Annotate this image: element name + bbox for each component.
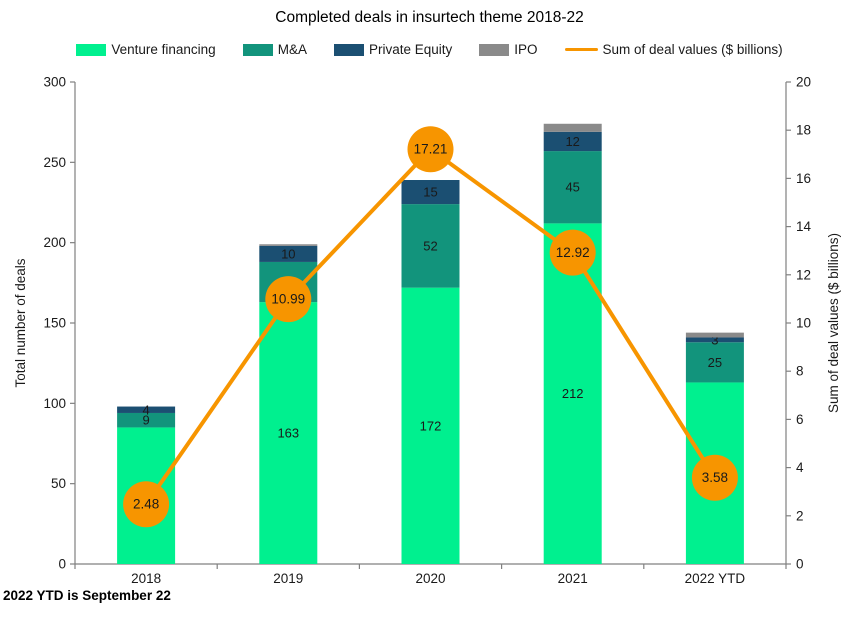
left-axis-tick-label: 100 (43, 396, 66, 411)
bar-ipo-2021 (543, 123, 602, 132)
bar-label-m-a-2020: 52 (423, 238, 437, 253)
legend-label: IPO (514, 42, 538, 57)
x-axis-category-label: 2018 (131, 571, 161, 586)
chart-title: Completed deals in insurtech theme 2018-… (275, 9, 584, 26)
right-axis-tick-label: 8 (796, 364, 804, 379)
bar-label-private-equity-2022-ytd: 3 (711, 332, 718, 347)
chart-legend: Venture financing M&A Private Equity IPO Sum… (0, 42, 859, 57)
deal-value-label-2019: 10.99 (271, 292, 305, 307)
legend-label: M&A (277, 42, 307, 57)
bar-label-m-a-2021: 45 (565, 180, 579, 195)
left-axis-tick-label: 250 (43, 155, 66, 170)
bar-private-equity-2021 (543, 131, 602, 152)
legend-swatch-ipo (479, 43, 510, 56)
deal-value-label-2020: 17.21 (414, 142, 448, 157)
legend-item-m-a: M&A (242, 42, 307, 57)
right-axis-tick-label: 20 (796, 75, 811, 90)
right-axis-title: Sum of deal values ($ billions) (826, 233, 841, 413)
deal-value-marker-2020 (407, 126, 454, 173)
legend-swatch-m-a (242, 43, 273, 56)
x-axis-category-label: 2022 YTD (685, 571, 746, 586)
bar-venture-financing-2019 (259, 302, 318, 564)
x-axis-category-label: 2020 (415, 571, 445, 586)
bar-label-private-equity-2018: 4 (142, 402, 149, 417)
left-axis-title: Total number of deals (13, 258, 28, 387)
right-axis-tick-label: 4 (796, 460, 804, 475)
plot-graphics: 0 50 100 150 200 250 300 0 2 4 6 8 10 12 14 16 18 20 2018 2… (43, 75, 811, 587)
deal-value-label-2022-ytd: 3.58 (702, 470, 728, 485)
bar-venture-financing-2020 (401, 287, 460, 564)
left-axis-tick-label: 150 (43, 316, 66, 331)
right-axis-tick-label: 16 (796, 171, 811, 186)
footnote: 2022 YTD is September 22 (3, 588, 171, 603)
bar-m-a-2018 (117, 412, 176, 428)
legend-item-ipo: IPO (479, 42, 538, 57)
deal-value-label-2018: 2.48 (133, 497, 159, 512)
left-axis-tick-label: 200 (43, 235, 66, 250)
bar-label-venture-financing-2021: 212 (562, 386, 584, 401)
bar-label-m-a-2022-ytd: 25 (708, 355, 722, 370)
bar-ipo-2019 (259, 244, 318, 246)
bar-m-a-2020 (401, 204, 460, 288)
legend-swatch-sum-of-deal-values-billions (564, 47, 598, 52)
deal-value-label-2021: 12.92 (556, 245, 590, 260)
bar-label-private-equity-2019: 10 (281, 246, 295, 261)
right-axis-tick-label: 6 (796, 412, 804, 427)
bar-private-equity-2018 (117, 406, 176, 413)
x-axis-category-label: 2019 (273, 571, 303, 586)
right-axis-tick-label: 0 (796, 557, 804, 572)
legend-label: Venture financing (111, 42, 216, 57)
right-axis-tick-label: 2 (796, 508, 804, 523)
bar-ipo-2022-ytd (685, 332, 744, 338)
legend-item-venture-financing: Venture financing (76, 42, 216, 57)
bar-private-equity-2019 (259, 245, 318, 262)
bar-m-a-2021 (543, 151, 602, 224)
right-axis-tick-label: 10 (796, 316, 811, 331)
left-axis-tick-label: 300 (43, 75, 66, 90)
right-axis-tick-label: 18 (796, 123, 811, 138)
left-axis-tick-label: 0 (58, 557, 66, 572)
deal-value-marker-2021 (549, 229, 596, 276)
bar-label-venture-financing-2019: 163 (277, 426, 299, 441)
legend-item-private-equity: Private Equity (333, 42, 453, 57)
bar-label-private-equity-2021: 12 (565, 134, 579, 149)
bar-m-a-2022-ytd (685, 342, 744, 383)
deal-value-marker-2018 (123, 481, 170, 528)
left-axis-tick-label: 50 (51, 476, 66, 491)
bar-private-equity-2020 (401, 180, 460, 205)
legend-swatch-private-equity (333, 43, 364, 56)
legend-item-sum-of-deal-values-billions: Sum of deal values ($ billions) (564, 42, 783, 57)
right-axis-tick-label: 14 (796, 219, 812, 234)
bar-label-m-a-2018: 9 (142, 413, 149, 428)
bar-private-equity-2022-ytd (685, 337, 744, 343)
legend-label: Private Equity (368, 42, 453, 57)
bar-label-venture-financing-2020: 172 (420, 418, 442, 433)
deal-value-marker-2022-ytd (691, 454, 738, 501)
x-axis-category-label: 2021 (558, 571, 588, 586)
legend-swatch-venture-financing (76, 43, 107, 56)
legend-label: Sum of deal values ($ billions) (602, 42, 783, 57)
deal-value-marker-2019 (265, 276, 312, 323)
bar-label-private-equity-2020: 15 (423, 185, 437, 200)
right-axis-tick-label: 12 (796, 267, 811, 282)
